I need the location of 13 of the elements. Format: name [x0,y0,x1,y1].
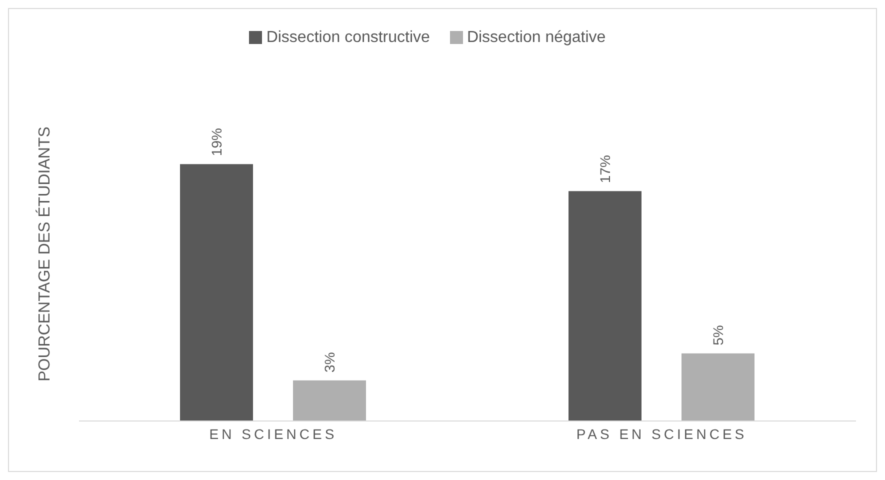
x-tick-label: PAS EN SCIENCES [576,426,748,442]
data-label: 17% [596,155,613,184]
data-label: 19% [208,128,224,156]
data-label: 5% [710,325,726,346]
legend-label: Dissection constructive [266,29,430,46]
bar [180,164,254,421]
bar [568,191,642,421]
bar [293,380,366,421]
legend-label: Dissection négative [466,29,606,46]
y-axis-title: POURCENTAGE DES ÉTUDIANTS [36,126,54,382]
bar [682,353,755,421]
x-tick-label: EN SCIENCES [209,426,338,442]
data-label: 3% [321,352,338,372]
